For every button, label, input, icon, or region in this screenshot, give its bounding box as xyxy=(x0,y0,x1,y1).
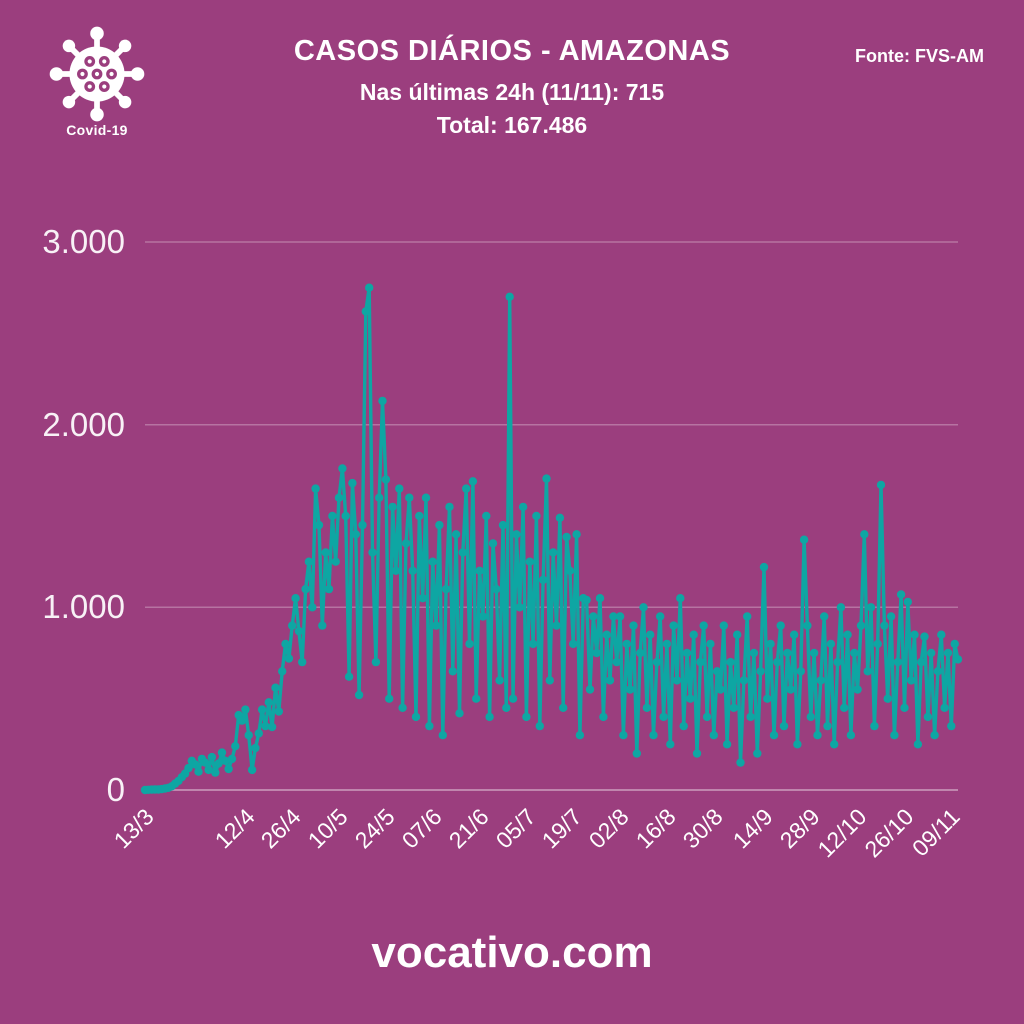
footer-site-label: vocativo.com xyxy=(371,928,653,977)
covid-logo-label: Covid-19 xyxy=(66,122,128,138)
chart-total: Total: 167.486 xyxy=(436,112,588,138)
y-tick-label: 3.000 xyxy=(42,223,125,260)
covid-virus-icon xyxy=(49,26,145,122)
y-tick-label: 1.000 xyxy=(42,588,125,626)
y-tick-label: 2.000 xyxy=(42,405,125,443)
chart-subtitle: Nas últimas 24h (11/11): 715 xyxy=(359,79,665,105)
y-tick-label: 0 xyxy=(106,771,125,808)
x-tick-label: 09/11 xyxy=(907,803,966,862)
chart-title: CASOS DIÁRIOS - AMAZONAS xyxy=(293,35,731,67)
source-label: Fonte: FVS-AM xyxy=(855,46,984,66)
